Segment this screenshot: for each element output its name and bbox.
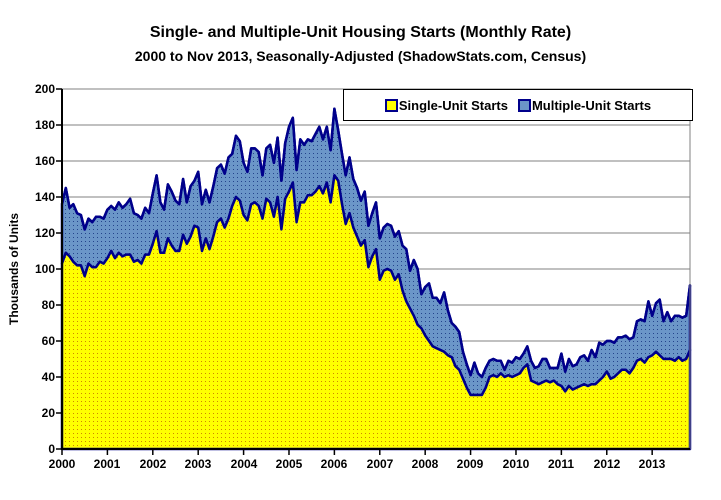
y-tick-label: 140 (34, 190, 55, 204)
x-tick-label: 2006 (320, 457, 348, 471)
x-tick-label: 2002 (139, 457, 167, 471)
x-tick-label: 2008 (411, 457, 439, 471)
x-tick-label: 2005 (275, 457, 303, 471)
x-tick-label: 2009 (456, 457, 484, 471)
y-tick-label: 40 (41, 370, 55, 384)
y-tick-label: 160 (34, 154, 55, 168)
x-tick-label: 2004 (230, 457, 258, 471)
x-tick-label: 2000 (48, 457, 76, 471)
x-tick-label: 2013 (638, 457, 666, 471)
legend-item-single: Single-Unit Starts (384, 97, 508, 113)
single-unit-swatch-icon (384, 98, 398, 112)
x-tick-label: 2007 (366, 457, 394, 471)
y-tick-label: 60 (41, 334, 55, 348)
x-tick-label: 2011 (547, 457, 575, 471)
legend-item-multiple: Multiple-Unit Starts (517, 97, 652, 113)
y-tick-label: 180 (34, 118, 55, 132)
y-tick-label: 80 (41, 298, 55, 312)
y-tick-label: 0 (48, 442, 55, 456)
y-tick-label: 200 (34, 82, 55, 96)
x-tick-label: 2010 (502, 457, 530, 471)
legend-label-multiple: Multiple-Unit Starts (531, 97, 652, 113)
y-tick-label: 20 (41, 406, 55, 420)
x-tick-label: 2012 (593, 457, 621, 471)
y-tick-label: 100 (34, 262, 55, 276)
x-tick-label: 2001 (93, 457, 121, 471)
chart-title: Single- and Multiple-Unit Housing Starts… (149, 24, 572, 41)
legend-label-single: Single-Unit Starts (398, 97, 508, 113)
y-tick-label: 120 (34, 226, 55, 240)
chart-subtitle: 2000 to Nov 2013, Seasonally-Adjusted (S… (134, 48, 587, 64)
chart-legend: Single-Unit Starts Multiple-Unit Starts (343, 89, 693, 121)
multiple-unit-swatch-icon (517, 98, 531, 112)
x-tick-label: 2003 (184, 457, 212, 471)
